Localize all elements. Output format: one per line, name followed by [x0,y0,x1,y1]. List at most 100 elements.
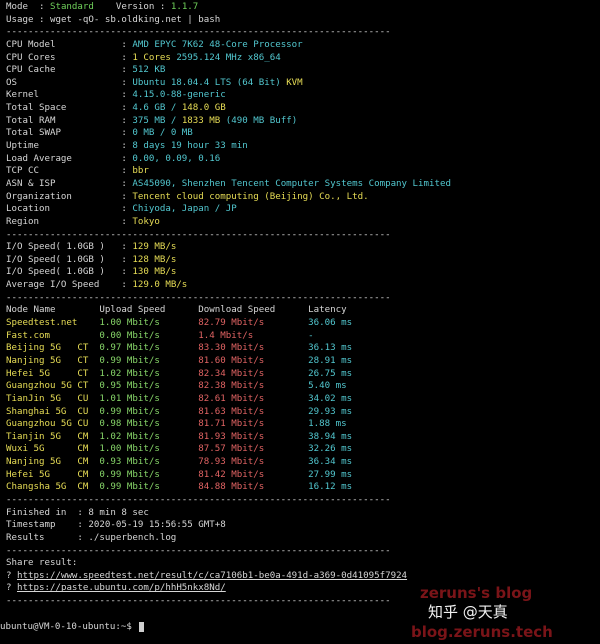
upload-speed: 0.99 Mbit/s [99,355,199,366]
latency: 38.94 ms [308,431,353,442]
info-value: (490 MB Buff) [220,115,298,126]
column-header-download: Download Speed [198,305,309,316]
info-value: 4.15.0-88-generic [132,90,226,101]
latency: 5.40 ms [308,381,347,392]
info-value: 1833 MB [181,115,221,126]
prompt-text: ubuntu@VM-0-10-ubuntu:~$ [0,622,138,632]
io-row: I/O Speed( 1.0GB ) : 130 MB/s [6,266,600,279]
io-row: I/O Speed( 1.0GB ) : 128 MB/s [6,254,600,267]
share-link[interactable]: https://paste.ubuntu.com/p/hhH5nkx8Nd/ [17,583,226,594]
latency: 28.91 ms [308,355,353,366]
divider-dashes: ----------------------------------------… [6,229,391,240]
download-speed: 81.42 Mbit/s [198,469,309,480]
latency: 16.12 ms [308,482,353,493]
node-name: Beijing 5G CT [6,343,100,354]
info-label: OS : [6,77,133,88]
upload-speed: 0.99 Mbit/s [99,406,199,417]
divider: ----------------------------------------… [6,494,600,507]
column-header-latency: Latency [308,305,347,316]
info-row: Organization : Tencent cloud computing (… [6,191,600,204]
column-header-upload: Upload Speed [99,305,199,316]
mode-line: Mode : Standard Version : 1.1.7 [6,1,600,14]
speed-table-row: Shanghai 5G CU 0.99 Mbit/s 81.63 Mbit/s … [6,406,600,419]
speed-table-row: Nanjing 5G CT 0.99 Mbit/s 81.60 Mbit/s 2… [6,355,600,368]
info-label: Total SWAP : [6,128,133,139]
info-label: Region : [6,216,133,227]
info-value: 0.00, 0.09, 0.16 [132,153,221,164]
info-label: TCP CC : [6,166,133,177]
download-speed: 82.61 Mbit/s [198,393,309,404]
latency: 36.13 ms [308,343,353,354]
info-value: 375 MB / [132,115,182,126]
info-label: ASN & ISP : [6,178,133,189]
info-value: 512 KB [132,65,166,76]
info-value: Chiyoda, Japan / JP [132,204,237,215]
latency: 26.75 ms [308,368,353,379]
latency: 34.02 ms [308,393,353,404]
io-label: I/O Speed( 1.0GB ) : [6,242,133,253]
info-row: Region : Tokyo [6,216,600,229]
io-value: 129 MB/s [132,242,177,253]
info-value: Ubuntu 18.04.4 LTS (64 Bit) [132,77,287,88]
latency: 36.06 ms [308,318,353,329]
download-speed: 82.79 Mbit/s [198,318,309,329]
node-name: TianJin 5G CU [6,393,100,404]
latency: 32.26 ms [308,444,353,455]
download-speed: 81.93 Mbit/s [198,431,309,442]
info-value: bbr [132,166,149,177]
info-label: CPU Model : [6,39,133,50]
divider-dashes: ----------------------------------------… [6,545,391,556]
watermark-zhihu: 知乎 @天真 [428,603,508,621]
info-value: 8 days 19 hour 33 min [132,141,248,152]
link-bullet: ? [6,570,17,581]
summary-value: 2020-05-19 15:56:55 GMT+8 [88,520,226,531]
speed-table-row: TianJin 5G CU 1.01 Mbit/s 82.61 Mbit/s 3… [6,393,600,406]
speed-table-row: Guangzhou 5G CT 0.95 Mbit/s 82.38 Mbit/s… [6,380,600,393]
speed-table-header: Node Name Upload Speed Download Speed La… [6,304,600,317]
node-name: Changsha 5G CM [6,482,100,493]
latency: 36.34 ms [308,457,353,468]
upload-speed: 1.02 Mbit/s [99,368,199,379]
link-bullet: ? [6,583,17,594]
info-label: CPU Cache : [6,65,133,76]
node-name: Shanghai 5G CU [6,406,100,417]
info-row: TCP CC : bbr [6,165,600,178]
divider: ----------------------------------------… [6,595,600,608]
shell-prompt[interactable]: ubuntu@VM-0-10-ubuntu:~$ [0,621,145,634]
info-row: Uptime : 8 days 19 hour 33 min [6,140,600,153]
info-row: CPU Cores : 1 Cores 2595.124 MHz x86_64 [6,52,600,65]
info-value: AS45090, Shenzhen Tencent Computer Syste… [132,178,451,189]
info-row: Kernel : 4.15.0-88-generic [6,89,600,102]
speed-table-row: Hefei 5G CT 1.02 Mbit/s 82.34 Mbit/s 26.… [6,368,600,381]
summary-row: Finished in : 8 min 8 sec [6,507,600,520]
speed-table-row: Hefei 5G CM 0.99 Mbit/s 81.42 Mbit/s 27.… [6,469,600,482]
info-label: Total Space : [6,103,133,114]
speed-table-row: Beijing 5G CT 0.97 Mbit/s 83.30 Mbit/s 3… [6,342,600,355]
upload-speed: 0.99 Mbit/s [99,469,199,480]
upload-speed: 0.98 Mbit/s [99,419,199,430]
info-value: 4.6 GB / [132,103,182,114]
info-label: Kernel : [6,90,133,101]
summary-value: 8 min 8 sec [88,507,149,518]
info-value: AMD EPYC 7K62 48-Core Processor [132,39,303,50]
summary-label: Timestamp : [6,520,89,531]
latency: 29.93 ms [308,406,353,417]
upload-speed: 1.02 Mbit/s [99,431,199,442]
share-link[interactable]: https://www.speedtest.net/result/c/ca710… [17,570,408,581]
io-row: Average I/O Speed : 129.0 MB/s [6,279,600,292]
info-row: CPU Model : AMD EPYC 7K62 48-Core Proces… [6,39,600,52]
summary-label: Results : [6,532,89,543]
divider-dashes: ----------------------------------------… [6,494,391,505]
download-speed: 87.57 Mbit/s [198,444,309,455]
divider-dashes: ----------------------------------------… [6,292,391,303]
summary-value: ./superbench.log [88,532,177,543]
mode-label: Mode : [6,2,50,12]
info-row: Location : Chiyoda, Japan / JP [6,203,600,216]
io-value: 130 MB/s [132,267,177,278]
upload-speed: 0.95 Mbit/s [99,381,199,392]
info-label: Location : [6,204,133,215]
speed-table-row: Wuxi 5G CM 1.00 Mbit/s 87.57 Mbit/s 32.2… [6,443,600,456]
text-cursor [139,621,145,632]
info-value: 0 MB / 0 MB [132,128,193,139]
info-value: 148.0 GB [181,103,226,114]
